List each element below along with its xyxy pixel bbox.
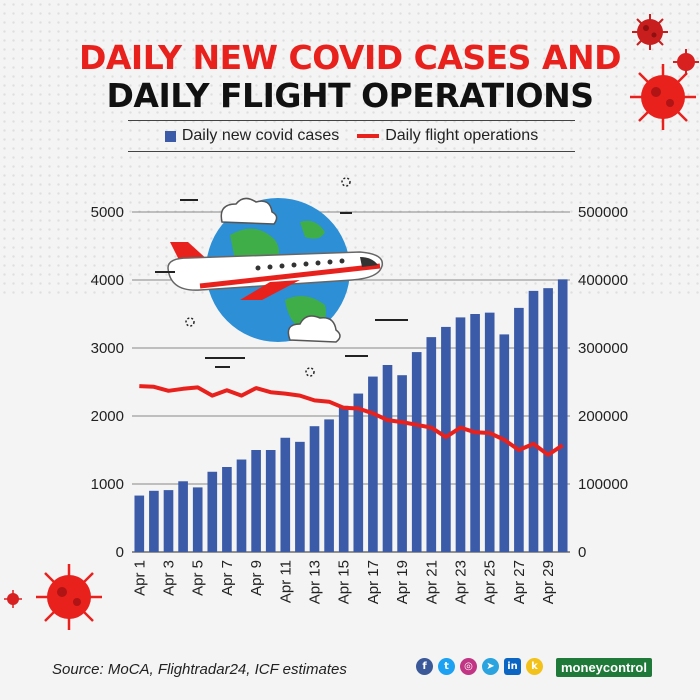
bar: [543, 288, 553, 552]
instagram-icon[interactable]: ◎: [460, 658, 477, 675]
y-right-tick-label: 0: [578, 544, 586, 561]
bar: [309, 426, 320, 552]
bar: [236, 459, 247, 552]
chart-legend: Daily new covid cases Daily flight opera…: [128, 120, 575, 152]
x-tick-label: Apr 17: [365, 560, 382, 604]
bar: [441, 326, 451, 552]
bar: [514, 307, 524, 552]
bar: [426, 337, 437, 552]
x-tick-label: Apr 15: [336, 560, 353, 604]
bar: [149, 490, 159, 552]
bar: [557, 279, 568, 552]
series-line-flights: [139, 384, 564, 457]
twitter-icon[interactable]: t: [438, 658, 455, 675]
linkedin-icon[interactable]: in: [504, 658, 521, 675]
telegram-icon[interactable]: ➤: [482, 658, 499, 675]
bar: [338, 405, 349, 552]
bar: [368, 376, 378, 552]
legend-swatch-line: [357, 134, 380, 138]
bar: [251, 450, 261, 552]
dotted-background: [0, 0, 700, 300]
bar: [222, 467, 232, 552]
bar: [353, 393, 364, 552]
bar: [134, 495, 145, 552]
x-tick-label: Apr 25: [482, 560, 499, 604]
x-tick-label: Apr 5: [190, 560, 207, 596]
y-left-tick-label: 5000: [91, 204, 124, 221]
bar: [411, 352, 422, 552]
bar: [192, 487, 203, 552]
y-left-tick-label: 1000: [91, 476, 124, 493]
brand-logo[interactable]: moneycontrol: [556, 658, 652, 677]
y-right-tick-label: 500000: [578, 204, 628, 221]
source-note: Source: MoCA, Flightradar24, ICF estimat…: [52, 661, 347, 678]
bar: [324, 419, 334, 552]
social-icons: f t ◎ ➤ in k: [416, 658, 543, 675]
bar: [163, 490, 174, 552]
virus-icon: [632, 14, 668, 50]
x-tick-label: Apr 11: [277, 560, 294, 603]
x-tick-label: Apr 19: [394, 560, 411, 604]
bar: [499, 334, 510, 552]
y-left-tick-label: 2000: [91, 408, 124, 425]
chart-title-line2: DAILY FLIGHT OPERATIONS: [106, 76, 594, 115]
y-left-tick-label: 4000: [91, 272, 124, 289]
x-tick-label: Apr 29: [540, 560, 557, 604]
y-right-tick-label: 100000: [578, 476, 628, 493]
x-tick-label: Apr 23: [453, 560, 470, 604]
x-tick-label: Apr 9: [248, 560, 265, 596]
bar: [178, 481, 188, 552]
virus-icon: [673, 49, 699, 75]
bar: [280, 437, 291, 552]
x-tick-label: Apr 13: [307, 560, 324, 604]
legend-label-flights: Daily flight operations: [385, 127, 539, 144]
bar: [265, 450, 276, 552]
x-tick-label: Apr 21: [423, 560, 440, 604]
y-right-tick-label: 400000: [578, 272, 628, 289]
y-left-tick-label: 0: [116, 544, 124, 561]
x-tick-label: Apr 3: [161, 560, 178, 596]
legend-label-cases: Daily new covid cases: [181, 127, 340, 144]
x-tick-label: Apr 1: [131, 560, 148, 596]
bar: [207, 471, 218, 552]
bar: [295, 441, 305, 552]
bar: [397, 375, 407, 552]
bar: [382, 365, 393, 552]
legend-swatch-bar: [164, 130, 176, 142]
x-tick-label: Apr 7: [219, 560, 236, 596]
virus-icon: [4, 590, 22, 608]
y-left-tick-label: 3000: [91, 340, 124, 357]
virus-icon: [36, 564, 102, 630]
y-right-tick-label: 200000: [578, 408, 628, 425]
bar: [528, 290, 539, 552]
koo-icon[interactable]: k: [526, 658, 543, 675]
airplane-globe-illustration: [155, 177, 408, 377]
chart-title-line1: DAILY NEW COVID CASES AND: [79, 38, 622, 77]
y-right-tick-label: 300000: [578, 340, 628, 357]
virus-icon: [630, 64, 696, 130]
bar: [455, 317, 466, 552]
x-tick-label: Apr 27: [511, 560, 528, 604]
facebook-icon[interactable]: f: [416, 658, 433, 675]
